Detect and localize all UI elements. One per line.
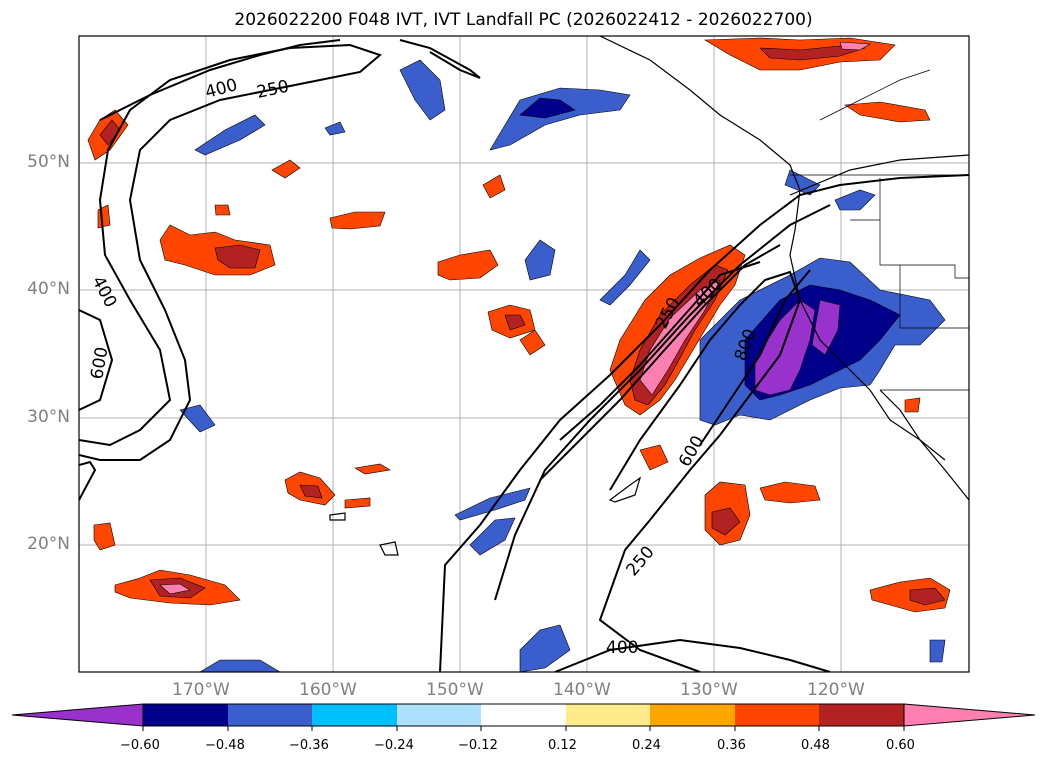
colorbar-tick-label: −0.12 (458, 738, 498, 753)
negative-pc-shading (179, 59, 946, 672)
lon-label-170w: 170°W (172, 680, 230, 700)
lon-label-140w: 140°W (553, 680, 611, 700)
colorbar-tick-label: 0.36 (717, 738, 746, 753)
colorbar-tick-label: −0.60 (120, 738, 160, 753)
coastlines (329, 36, 969, 556)
colorbar-tick-label: 0.24 (632, 738, 661, 753)
plot-area (79, 36, 969, 672)
ivt-contours (79, 39, 969, 672)
lon-label-160w: 160°W (299, 680, 357, 700)
lat-label-30n: 30°N (27, 407, 70, 427)
colorbar-tick-label: 0.12 (548, 738, 577, 753)
plot-frame (78, 35, 970, 673)
map-title: 2026022200 F048 IVT, IVT Landfall PC (20… (234, 10, 813, 30)
lat-label-40n: 40°N (27, 279, 70, 299)
lat-label-50n: 50°N (27, 152, 70, 172)
gridlines (79, 36, 969, 672)
colorbar-tick-label: 0.60 (886, 738, 915, 753)
colorbar-tick-label: 0.48 (801, 738, 830, 753)
lon-label-120w: 120°W (807, 680, 865, 700)
political-borders (790, 69, 969, 391)
colorbar-tick-label: −0.24 (374, 738, 414, 753)
colorbar-tick-label: −0.36 (289, 738, 329, 753)
lat-label-20n: 20°N (27, 534, 70, 554)
colorbar-tick-label: −0.48 (205, 738, 245, 753)
lon-label-130w: 130°W (680, 680, 738, 700)
contour-label: 400 (606, 638, 638, 658)
lon-label-150w: 150°W (426, 680, 484, 700)
colorbar (11, 703, 1036, 731)
